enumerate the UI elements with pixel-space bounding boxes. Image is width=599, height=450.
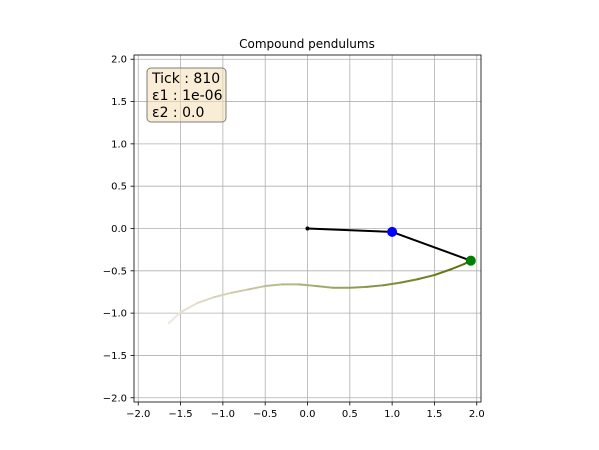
trace-segment — [350, 287, 367, 288]
trace-segment — [401, 279, 418, 282]
x-tick-label: −2.0 — [126, 409, 150, 420]
chart-title: Compound pendulums — [239, 37, 375, 51]
rod-2 — [392, 232, 471, 261]
y-tick-label: 0.5 — [111, 182, 127, 193]
x-tick-label: −1.0 — [211, 409, 235, 420]
trace-segment — [434, 269, 451, 275]
x-tick-label: 0.5 — [342, 409, 358, 420]
trace-segment — [248, 286, 265, 289]
pivot-point — [306, 227, 310, 231]
trace-segment — [418, 275, 435, 279]
trace-segment — [367, 285, 384, 287]
x-tick-label: −0.5 — [253, 409, 277, 420]
x-tick-label: 0.0 — [300, 409, 316, 420]
trace-segment — [299, 284, 316, 286]
y-tick-label: −0.5 — [103, 266, 127, 277]
bob-1 — [388, 227, 397, 236]
trace-segment — [181, 303, 198, 312]
x-tick-label: −1.5 — [168, 409, 192, 420]
info-line: Tick : 810 — [151, 71, 220, 87]
y-tick-label: −2.0 — [103, 393, 127, 404]
bob-2 — [466, 256, 475, 265]
info-line: ε2 : 0.0 — [152, 105, 204, 121]
y-tick-label: 0.0 — [111, 224, 127, 235]
trace-segment — [316, 286, 333, 288]
trace-segment — [169, 312, 181, 323]
x-tick-label: 2.0 — [469, 409, 485, 420]
x-tick-label: 1.0 — [384, 409, 400, 420]
y-tick-label: 1.0 — [111, 139, 127, 150]
y-tick-label: 1.5 — [111, 97, 127, 108]
trace-segment — [384, 283, 401, 286]
x-tick-label: 1.5 — [426, 409, 442, 420]
y-tick-label: −1.5 — [103, 351, 127, 362]
y-tick-label: −1.0 — [103, 309, 127, 320]
trace-segment — [197, 297, 214, 303]
y-tick-label: 2.0 — [111, 55, 127, 66]
info-line: ε1 : 1e-06 — [152, 88, 223, 104]
trace-segment — [231, 289, 248, 292]
trace-segment — [265, 284, 282, 286]
plot-area: −2.0 −1.5 −1.0 −0.5 0.0 0.5 1.0 1.5 2.0 2.0 1.5 1.0… — [103, 55, 485, 420]
trace-segment — [451, 264, 464, 269]
